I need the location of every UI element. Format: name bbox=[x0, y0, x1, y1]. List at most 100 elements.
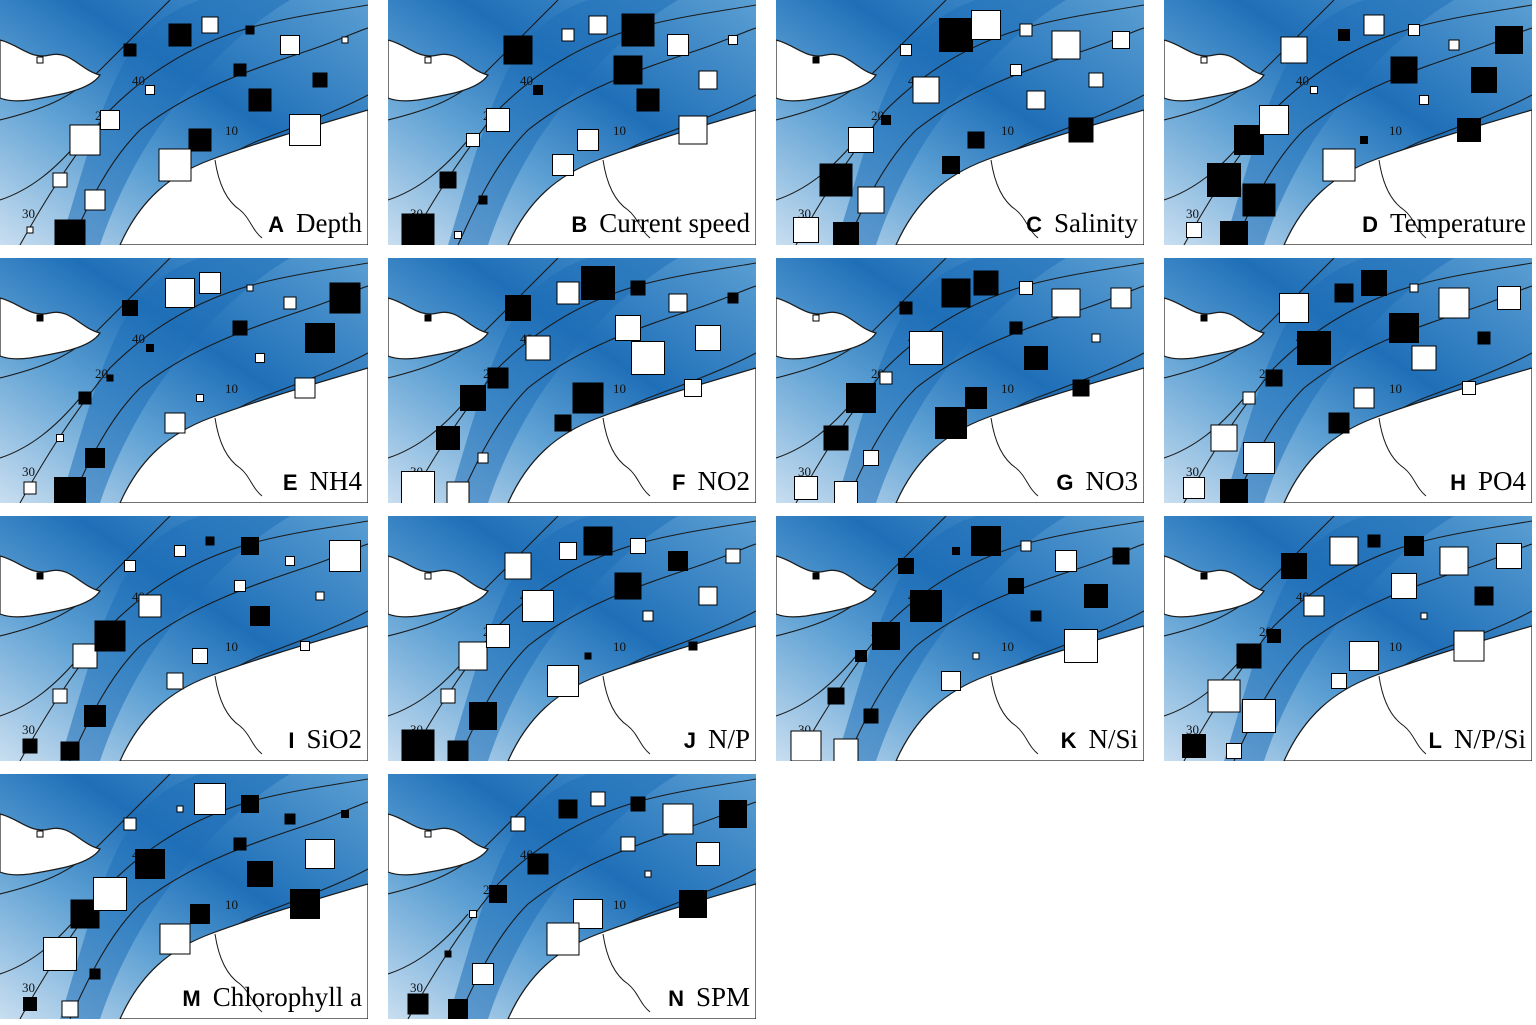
coastline-south bbox=[507, 625, 756, 761]
river bbox=[1378, 159, 1427, 239]
contour-label: 40 bbox=[132, 73, 145, 88]
panel-variable-name: N/P/Si bbox=[1453, 724, 1526, 754]
station-marker-open bbox=[833, 738, 859, 761]
station-marker-filled bbox=[614, 572, 642, 600]
station-marker-open bbox=[631, 341, 665, 375]
coastline-south bbox=[507, 367, 756, 503]
station-marker-filled bbox=[505, 295, 531, 321]
station-marker-open bbox=[941, 671, 961, 691]
station-marker-open bbox=[158, 148, 192, 182]
station-marker-filled bbox=[1234, 125, 1264, 155]
panel-variable-name: N/Si bbox=[1088, 724, 1138, 754]
station-marker-open bbox=[900, 44, 912, 56]
station-marker-filled bbox=[630, 280, 646, 296]
station-marker-open bbox=[401, 471, 435, 503]
map-panel-j: 10203040J N/P bbox=[388, 516, 756, 761]
station-marker-filled bbox=[572, 382, 604, 414]
station-marker-open bbox=[69, 124, 101, 156]
station-marker-filled bbox=[973, 270, 999, 296]
map-panel-b: 10203040B Current speed bbox=[388, 0, 756, 245]
station-marker-filled bbox=[241, 795, 259, 813]
depth-contour bbox=[69, 27, 368, 245]
station-marker-open bbox=[522, 590, 554, 622]
station-marker-filled bbox=[533, 85, 543, 95]
station-marker-filled bbox=[312, 72, 328, 88]
station-marker-open bbox=[255, 353, 265, 363]
depth-contour bbox=[0, 774, 171, 895]
station-marker-filled bbox=[1008, 578, 1024, 594]
station-marker-filled bbox=[1328, 412, 1350, 434]
station-marker-filled bbox=[233, 837, 247, 851]
coastline-south bbox=[119, 367, 368, 503]
station-marker-open bbox=[424, 830, 432, 838]
map-panel-f: 10203040F NO2 bbox=[388, 258, 756, 503]
station-marker-filled bbox=[898, 558, 914, 574]
station-marker-filled bbox=[305, 323, 335, 353]
panel-label: B Current speed bbox=[571, 208, 750, 239]
station-marker-filled bbox=[558, 799, 578, 819]
station-marker-filled bbox=[89, 968, 101, 980]
panel-label: K N/Si bbox=[1061, 724, 1138, 755]
station-marker-open bbox=[486, 624, 510, 648]
contour-label: 30 bbox=[22, 464, 35, 479]
station-marker-filled bbox=[407, 993, 429, 1015]
coastline-north bbox=[1164, 555, 1265, 618]
station-marker-open bbox=[510, 816, 526, 832]
station-marker-filled bbox=[503, 35, 533, 65]
station-marker-filled bbox=[668, 551, 688, 571]
station-marker-filled bbox=[168, 23, 192, 47]
station-marker-open bbox=[1026, 90, 1046, 110]
station-marker-open bbox=[52, 172, 68, 188]
deep-channel bbox=[1224, 0, 1454, 245]
map-panel-n: 10203040N SPM bbox=[388, 774, 756, 1019]
station-marker-open bbox=[52, 688, 68, 704]
station-marker-open bbox=[280, 35, 300, 55]
river bbox=[214, 675, 263, 755]
river bbox=[602, 159, 651, 239]
river bbox=[1378, 417, 1427, 497]
station-marker-open bbox=[698, 586, 718, 606]
station-marker-open bbox=[174, 545, 186, 557]
station-marker-open bbox=[72, 643, 98, 669]
panel-letter: F bbox=[672, 470, 686, 495]
station-marker-open bbox=[424, 56, 432, 64]
station-marker-filled bbox=[1334, 283, 1354, 303]
panel-label: G NO3 bbox=[1056, 466, 1138, 497]
station-marker-filled bbox=[1024, 346, 1048, 370]
panel-variable-name: PO4 bbox=[1477, 466, 1526, 496]
station-marker-open bbox=[458, 641, 488, 671]
station-marker-open bbox=[662, 803, 694, 835]
station-marker-open bbox=[1322, 148, 1356, 182]
station-marker-open bbox=[1242, 699, 1276, 733]
station-marker-open bbox=[678, 115, 708, 145]
station-marker-open bbox=[36, 830, 44, 838]
station-marker-filled bbox=[1068, 117, 1094, 143]
deep-channel bbox=[448, 0, 678, 245]
station-marker-filled bbox=[36, 314, 44, 322]
deep-channel bbox=[836, 516, 1066, 761]
station-marker-filled bbox=[636, 88, 660, 112]
station-marker-open bbox=[43, 937, 77, 971]
station-marker-open bbox=[561, 28, 575, 42]
station-marker-open bbox=[857, 186, 885, 214]
station-marker-open bbox=[1242, 391, 1256, 405]
contour-label: 30 bbox=[1186, 722, 1199, 737]
station-marker-filled bbox=[85, 448, 105, 468]
deep-channel bbox=[836, 258, 1066, 503]
station-marker-filled bbox=[1220, 221, 1248, 245]
contour-label: 10 bbox=[613, 381, 626, 396]
panel-label: H PO4 bbox=[1450, 466, 1526, 497]
deep-channel bbox=[60, 258, 290, 503]
station-marker-filled bbox=[1297, 331, 1331, 365]
station-marker-filled bbox=[881, 115, 891, 125]
station-marker-open bbox=[440, 688, 456, 704]
station-marker-filled bbox=[1389, 313, 1419, 343]
station-marker-filled bbox=[1495, 26, 1523, 54]
station-marker-open bbox=[289, 114, 321, 146]
station-marker-filled bbox=[1367, 534, 1381, 548]
coastline-north bbox=[388, 39, 489, 102]
